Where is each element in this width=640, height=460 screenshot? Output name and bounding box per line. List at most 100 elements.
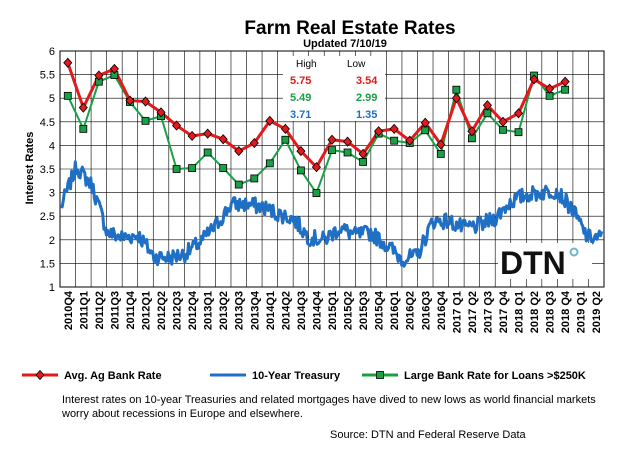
point-avg-ag-bank-rate — [343, 136, 353, 147]
note-line: Interest rates on 10-year Treasuries and… — [62, 394, 596, 406]
x-tick-label: 2017 Q3 — [482, 291, 494, 333]
chart-note: Interest rates on 10-year Treasuries and… — [61, 394, 596, 420]
point-large-bank-rate — [234, 180, 243, 189]
x-tick-label: 2015Q3 — [358, 291, 370, 330]
chart-subtitle: Updated 7/10/19 — [303, 38, 387, 50]
point-large-bank-rate — [250, 174, 259, 183]
point-large-bank-rate — [499, 125, 507, 134]
point-avg-ag-bank-rate — [140, 96, 151, 107]
legend: Avg. Ag Bank Rate 10-Year Treasury Large B… — [22, 369, 586, 382]
x-tick-label: 2012Q3 — [172, 291, 184, 330]
y-tick-label: 4 — [49, 140, 55, 152]
point-avg-ag-bank-rate — [249, 137, 259, 149]
x-tick-label: 2012Q2 — [156, 291, 168, 330]
point-avg-ag-bank-rate — [203, 128, 213, 139]
x-tick-label: 2013Q3 — [234, 291, 246, 330]
point-avg-ag-bank-rate — [63, 57, 73, 68]
point-avg-ag-bank-rate — [234, 145, 244, 157]
table-value-high: 5.49 — [290, 92, 311, 104]
point-large-bank-rate — [328, 146, 336, 155]
legend-marker-square — [376, 371, 384, 379]
y-tick-label: 5.5 — [40, 70, 55, 82]
point-large-bank-rate — [79, 124, 88, 133]
point-large-bank-rate — [203, 148, 212, 157]
point-avg-ag-bank-rate — [374, 126, 384, 137]
high-low-table: High Low 5.75 3.54 5.49 2.99 3.71 1.35 — [283, 56, 385, 121]
point-avg-ag-bank-rate — [467, 126, 477, 137]
x-tick-label: 2018 Q1 — [514, 291, 526, 333]
x-tick-label: 2016Q4 — [436, 290, 448, 330]
y-tick-label: 1.5 — [40, 258, 55, 270]
x-tick-label: 2017 Q1 — [451, 291, 463, 333]
table-header-high: High — [296, 59, 317, 70]
point-large-bank-rate — [141, 116, 150, 125]
y-tick-label: 2 — [49, 235, 55, 247]
table-value-low: 2.99 — [356, 92, 377, 104]
point-avg-ag-bank-rate — [94, 70, 104, 81]
y-axis-label: Interest Rates — [24, 132, 36, 205]
legend-marker-diamond — [35, 369, 45, 381]
point-large-bank-rate — [561, 85, 570, 94]
x-tick-label: 2017 Q2 — [467, 291, 479, 333]
x-tick-label: 2019 Q2 — [591, 291, 603, 333]
point-large-bank-rate — [297, 166, 305, 175]
series-layer — [59, 57, 604, 268]
point-avg-ag-bank-rate — [311, 162, 321, 173]
x-tick-label: 2014Q3 — [296, 291, 308, 330]
point-avg-ag-bank-rate — [280, 123, 290, 134]
point-avg-ag-bank-rate — [218, 134, 228, 145]
point-avg-ag-bank-rate — [109, 63, 119, 75]
point-large-bank-rate — [63, 91, 72, 100]
point-large-bank-rate — [390, 136, 399, 145]
x-tick-label: 2013Q2 — [218, 291, 230, 330]
y-tick-label: 3 — [49, 188, 55, 200]
x-tick-label: 2011Q1 — [78, 291, 90, 330]
high-low-table-box — [283, 56, 385, 121]
point-avg-ag-bank-rate — [296, 145, 306, 157]
x-tick-label: 2012Q1 — [140, 291, 152, 330]
point-large-bank-rate — [452, 85, 461, 94]
point-avg-ag-bank-rate — [358, 148, 368, 159]
x-axis-ticks: 2010Q4 2011Q1 2011Q2 2011Q3 2011Q4 2012Q1 2012… — [63, 290, 603, 333]
point-avg-ag-bank-rate — [156, 107, 166, 118]
x-tick-label: 2018 Q4 — [560, 290, 572, 333]
x-tick-label: 2013Q4 — [249, 290, 261, 330]
y-tick-label: 5 — [49, 93, 55, 105]
point-avg-ag-bank-rate — [498, 116, 508, 127]
x-tick-label: 2018 Q3 — [545, 291, 557, 333]
x-tick-label: 2014Q4 — [311, 290, 323, 330]
point-avg-ag-bank-rate — [545, 83, 555, 94]
legend-label: 10-Year Treasury — [252, 370, 341, 382]
x-tick-label: 2018 Q2 — [529, 291, 541, 333]
point-large-bank-rate — [483, 109, 492, 118]
x-tick-label: 2016Q1 — [389, 291, 401, 330]
point-large-bank-rate — [281, 135, 290, 144]
source-text: Source: DTN and Federal Reserve Data — [330, 429, 527, 441]
point-large-bank-rate — [219, 164, 228, 172]
dtn-logo: DTN — [498, 243, 592, 281]
table-value-high: 5.75 — [290, 75, 311, 87]
x-tick-label: 2011Q3 — [109, 291, 121, 330]
y-tick-label: 4.5 — [40, 117, 55, 129]
x-tick-label: 2012Q4 — [187, 290, 199, 330]
table-value-low: 3.54 — [356, 75, 378, 87]
point-avg-ag-bank-rate — [327, 134, 337, 145]
y-tick-label: 3.5 — [40, 164, 55, 176]
point-large-bank-rate — [188, 164, 197, 172]
point-avg-ag-bank-rate — [265, 115, 275, 126]
x-tick-label: 2017 Q4 — [498, 290, 510, 333]
y-tick-label: 6 — [49, 46, 55, 58]
point-large-bank-rate — [343, 148, 352, 157]
point-large-bank-rate — [265, 159, 274, 168]
point-avg-ag-bank-rate — [78, 102, 88, 113]
point-large-bank-rate — [359, 158, 367, 166]
x-tick-label: 2015Q2 — [343, 291, 355, 330]
x-tick-label: 2010Q4 — [63, 290, 75, 330]
table-value-high: 3.71 — [290, 109, 311, 121]
point-large-bank-rate — [312, 189, 321, 197]
point-avg-ag-bank-rate — [436, 139, 446, 150]
point-avg-ag-bank-rate — [420, 117, 430, 128]
point-avg-ag-bank-rate — [560, 76, 570, 87]
dtn-logo-dot — [569, 247, 579, 257]
